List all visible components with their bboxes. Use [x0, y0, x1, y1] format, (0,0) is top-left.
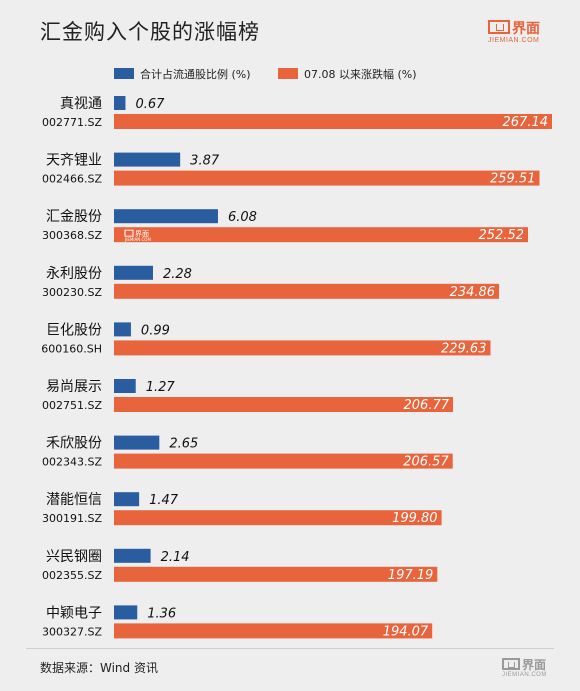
category-name: 中颖电子 [46, 605, 102, 621]
category-name: 汇金股份 [46, 209, 102, 225]
category-name: 巨化股份 [46, 322, 102, 338]
category-name: 禾欣股份 [46, 436, 102, 452]
category-code: 002355.SZ [42, 569, 102, 582]
data-label-ratio: 2.14 [161, 550, 190, 565]
bar-gain [114, 283, 500, 299]
bar-ratio [114, 322, 131, 337]
bar-gain [114, 453, 453, 469]
data-label-ratio: 0.67 [135, 97, 165, 112]
bar-ratio [114, 548, 151, 563]
data-source: 数据来源：Wind 资讯 [40, 661, 158, 675]
bar-gain [114, 227, 529, 243]
data-label-gain: 199.80 [392, 511, 438, 526]
jiemian-logo-footer: 界面 JIEMIAN.COM [502, 656, 554, 684]
bar-gain [114, 510, 442, 526]
data-label-ratio: 6.08 [228, 210, 257, 225]
legend-swatch-gain [278, 68, 298, 79]
category-code: 300368.SZ [42, 229, 102, 242]
jiemian-logo-footer-icon [502, 658, 520, 670]
watermark-text-cn: 界面 [135, 230, 149, 238]
data-label-gain: 206.77 [404, 398, 450, 413]
bar-ratio [114, 379, 136, 393]
data-label-gain: 206.57 [403, 455, 449, 470]
data-label-gain: 267.14 [503, 115, 549, 130]
data-label-gain: 252.52 [479, 228, 525, 243]
category-name: 易尚展示 [46, 379, 102, 395]
legend-item-ratio: 合计占流通股比例 (%) [114, 66, 251, 82]
bar-ratio [114, 265, 153, 280]
jiemian-logo: 界面 JIEMIAN.COM [488, 18, 550, 48]
legend-label-gain: 07.08 以来涨跌幅 (%) [304, 68, 417, 81]
data-label-ratio: 1.47 [149, 493, 179, 508]
data-label-ratio: 0.99 [141, 323, 170, 338]
data-label-ratio: 2.65 [169, 437, 198, 452]
data-label-ratio: 2.28 [163, 267, 192, 282]
bar-gain [114, 566, 438, 582]
category-code: 002466.SZ [42, 173, 102, 186]
data-label-ratio: 1.36 [147, 606, 176, 621]
logo-footer-text-cn: 界面 [522, 658, 547, 672]
legend-label-ratio: 合计占流通股比例 (%) [140, 68, 251, 81]
legend-swatch-ratio [114, 68, 134, 79]
watermark-logo-icon [124, 229, 134, 237]
category-name: 真视通 [60, 96, 102, 112]
category-name: 潜能恒信 [46, 492, 102, 508]
logo-text-cn: 界面 [512, 21, 540, 37]
bar-ratio [114, 605, 138, 620]
bar-gain [114, 114, 552, 129]
legend-item-gain: 07.08 以来涨跌幅 (%) [278, 66, 417, 82]
bar-ratio [114, 152, 181, 167]
bar-gain [114, 397, 454, 412]
category-name: 兴民钢圈 [46, 549, 102, 565]
data-label-gain: 234.86 [450, 285, 496, 300]
data-label-ratio: 3.87 [190, 154, 220, 169]
data-label-gain: 194.07 [383, 624, 429, 639]
category-code: 300327.SZ [42, 625, 102, 638]
data-label-gain: 259.51 [490, 172, 536, 187]
category-code: 300191.SZ [42, 512, 102, 525]
bar-ratio [114, 96, 126, 110]
category-code: 002343.SZ [42, 456, 102, 469]
category-code: 002771.SZ [42, 116, 102, 129]
category-name: 天齐锂业 [46, 153, 102, 169]
bar-gain [114, 623, 433, 639]
logo-footer-text-en: JIEMIAN.COM [502, 672, 547, 678]
category-name: 永利股份 [46, 266, 102, 282]
category-code: 600160.SH [41, 342, 102, 355]
watermark-text-en: JIEMIAN.COM [124, 237, 151, 242]
footer-divider [26, 648, 554, 649]
data-label-gain: 229.63 [441, 341, 487, 356]
bar-ratio [114, 209, 218, 224]
bar-gain [114, 340, 491, 356]
category-code: 300230.SZ [42, 286, 102, 299]
data-label-gain: 197.19 [388, 568, 434, 583]
logo-text-en: JIEMIAN.COM [488, 37, 540, 44]
chart-title: 汇金购入个股的涨幅榜 [40, 20, 260, 44]
data-label-ratio: 1.27 [146, 380, 176, 395]
jiemian-logo-icon [488, 20, 510, 34]
bar-gain [114, 170, 540, 186]
category-code: 002751.SZ [42, 399, 102, 412]
bar-ratio [114, 435, 160, 450]
bar-ratio [114, 492, 140, 507]
